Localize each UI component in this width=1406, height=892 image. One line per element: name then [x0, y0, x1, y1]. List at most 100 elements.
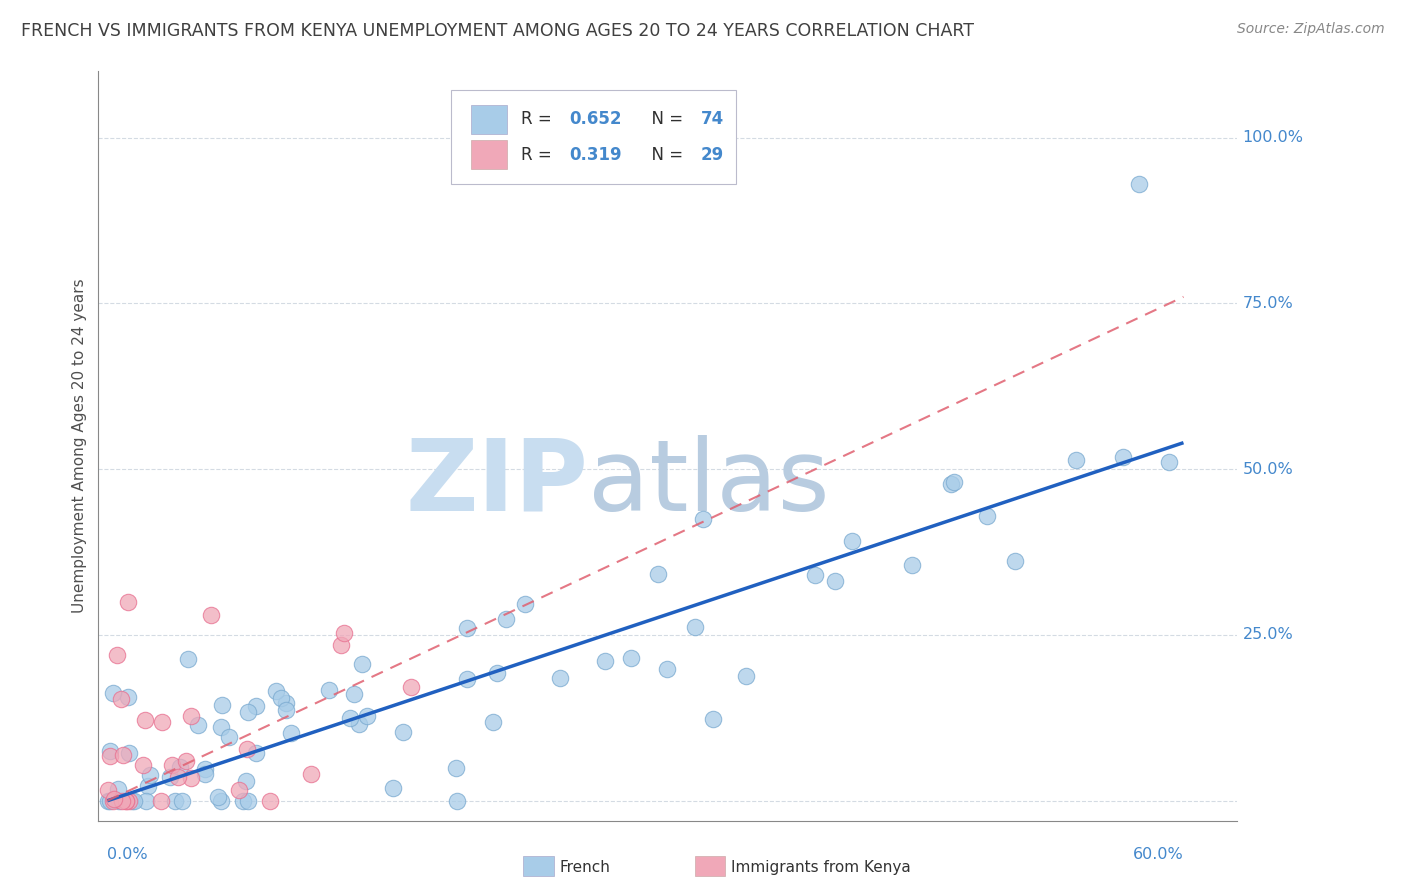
- Point: [1112, 450, 1135, 464]
- Point: [702, 712, 724, 726]
- Text: 0.652: 0.652: [569, 111, 621, 128]
- Point: [657, 662, 679, 676]
- Text: 25.0%: 25.0%: [1243, 627, 1294, 642]
- Point: [105, 648, 128, 662]
- Point: [170, 794, 193, 808]
- Point: [118, 746, 141, 760]
- Point: [177, 652, 200, 666]
- Point: [318, 683, 340, 698]
- Point: [238, 794, 260, 808]
- Point: [330, 638, 353, 652]
- Point: [841, 534, 863, 549]
- Text: 75.0%: 75.0%: [1243, 296, 1294, 311]
- Point: [101, 685, 124, 699]
- Point: [107, 782, 129, 797]
- Point: [349, 717, 371, 731]
- Point: [280, 726, 302, 740]
- Point: [160, 757, 183, 772]
- Point: [236, 705, 259, 719]
- Point: [401, 680, 423, 694]
- Text: French: French: [560, 860, 610, 874]
- Point: [343, 687, 366, 701]
- Point: [274, 696, 297, 710]
- Point: [166, 771, 188, 785]
- Point: [620, 650, 643, 665]
- Point: [456, 621, 478, 635]
- Point: [180, 708, 202, 723]
- Point: [236, 742, 259, 756]
- Point: [187, 718, 209, 732]
- Point: [943, 475, 966, 489]
- Point: [96, 782, 118, 797]
- Point: [339, 711, 361, 725]
- Point: [1128, 177, 1150, 191]
- Point: [194, 762, 217, 776]
- Point: [121, 794, 143, 808]
- Text: 60.0%: 60.0%: [1133, 847, 1184, 863]
- Text: N =: N =: [641, 145, 688, 163]
- Point: [98, 744, 121, 758]
- Text: ZIP: ZIP: [405, 435, 588, 532]
- Point: [103, 791, 125, 805]
- Point: [270, 690, 292, 705]
- Point: [111, 748, 134, 763]
- Point: [149, 794, 172, 808]
- Text: atlas: atlas: [588, 435, 830, 532]
- Point: [117, 595, 139, 609]
- Point: [1157, 455, 1180, 469]
- Point: [235, 774, 257, 789]
- Point: [117, 794, 139, 808]
- Point: [97, 794, 120, 808]
- Point: [245, 746, 267, 760]
- Point: [1004, 553, 1026, 567]
- Point: [232, 794, 254, 808]
- Point: [381, 780, 404, 795]
- Point: [1064, 452, 1087, 467]
- Point: [647, 567, 669, 582]
- Y-axis label: Unemployment Among Ages 20 to 24 years: Unemployment Among Ages 20 to 24 years: [72, 278, 87, 614]
- Point: [136, 779, 159, 793]
- Point: [481, 714, 503, 729]
- Point: [150, 715, 173, 730]
- Point: [211, 698, 233, 713]
- Point: [117, 690, 139, 705]
- Point: [548, 671, 571, 685]
- Point: [115, 794, 138, 808]
- Point: [135, 794, 157, 808]
- Point: [456, 672, 478, 686]
- Point: [98, 749, 121, 764]
- Point: [350, 657, 373, 671]
- Text: R =: R =: [522, 145, 557, 163]
- Point: [245, 699, 267, 714]
- Point: [683, 619, 706, 633]
- Point: [211, 794, 233, 808]
- Point: [122, 794, 145, 808]
- Text: Source: ZipAtlas.com: Source: ZipAtlas.com: [1237, 22, 1385, 37]
- Point: [976, 508, 998, 523]
- Text: R =: R =: [522, 111, 557, 128]
- Point: [139, 768, 162, 782]
- FancyBboxPatch shape: [451, 90, 737, 184]
- Point: [264, 684, 287, 698]
- Point: [115, 794, 138, 808]
- Point: [159, 770, 181, 784]
- Point: [207, 789, 229, 804]
- Point: [111, 794, 134, 808]
- Point: [218, 731, 240, 745]
- Point: [110, 692, 132, 706]
- Point: [391, 725, 413, 739]
- Text: 0.0%: 0.0%: [107, 847, 148, 863]
- Point: [444, 761, 467, 775]
- Text: 50.0%: 50.0%: [1243, 462, 1294, 476]
- Point: [98, 794, 121, 808]
- Point: [901, 558, 924, 573]
- Point: [495, 612, 517, 626]
- Point: [804, 568, 827, 582]
- Point: [824, 574, 846, 588]
- Point: [259, 794, 281, 808]
- Point: [209, 720, 232, 734]
- Point: [485, 665, 508, 680]
- Point: [356, 709, 378, 723]
- Point: [194, 767, 217, 781]
- Point: [513, 597, 536, 611]
